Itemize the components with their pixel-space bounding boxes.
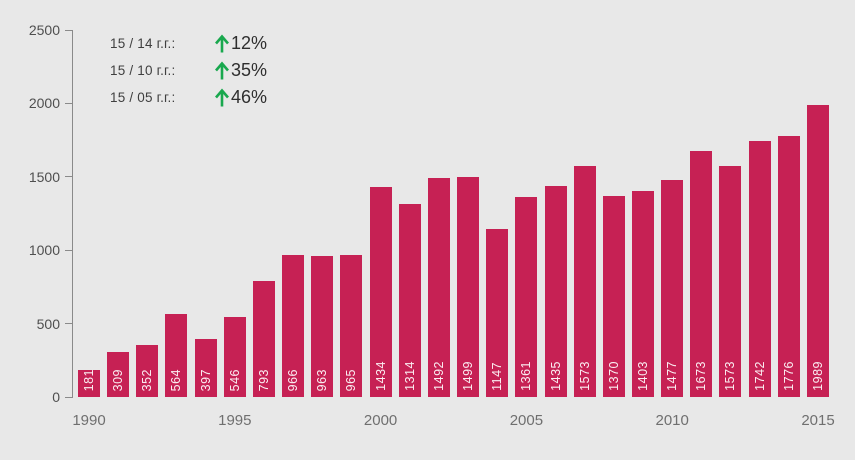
y-tick-label: 1000 [28, 242, 60, 259]
bar-2004: 1147 [486, 228, 509, 397]
y-tick-mark [65, 249, 72, 251]
bar-2007: 1573 [573, 166, 596, 397]
bar-1995: 546 [223, 316, 246, 397]
x-tick-label: 2000 [363, 412, 398, 429]
growth-annotations: 15 / 14 г.г.: 12% 15 / 10 г.г.: 35% 15 /… [110, 30, 267, 111]
bar-value-label: 1477 [665, 361, 680, 391]
bar-2006: 1435 [544, 186, 567, 397]
bar-value-label: 963 [315, 368, 330, 391]
annotation-label: 15 / 10 г.г.: [110, 63, 176, 78]
annotation-label: 15 / 05 г.г.: [110, 90, 176, 105]
y-tick-label: 2000 [28, 95, 60, 112]
y-tick-mark [65, 29, 72, 31]
annotation-row: 15 / 14 г.г.: 12% [110, 30, 267, 57]
annotation-label: 15 / 14 г.г.: [110, 36, 176, 51]
bar-2012: 1573 [719, 166, 742, 397]
bar-1992: 352 [136, 345, 159, 397]
bar-1999: 965 [340, 255, 363, 397]
y-tick-label: 2500 [28, 22, 60, 38]
x-tick-label: 2005 [509, 412, 544, 429]
bar-1993: 564 [165, 314, 188, 397]
bar-1990: 181 [78, 368, 100, 397]
bar-value-label: 793 [256, 368, 271, 391]
bar-value-label: 1492 [431, 361, 446, 391]
annotation-value: 46% [231, 87, 268, 107]
bar-2009: 1403 [631, 191, 654, 397]
bar-2010: 1477 [661, 180, 684, 397]
bar-1997: 966 [282, 255, 305, 397]
bar-value-label: 397 [198, 368, 213, 391]
bar-1996: 793 [252, 280, 275, 397]
y-tick-mark [65, 176, 72, 178]
bar-1998: 963 [311, 255, 334, 397]
bar-value-label: 1403 [635, 361, 650, 391]
bar-value-label: 1673 [694, 361, 709, 391]
bar-value-label: 966 [286, 368, 301, 391]
y-tick-mark [65, 323, 72, 325]
bar-value-label: 309 [111, 368, 126, 391]
up-arrow-icon [214, 34, 230, 54]
bar-value-label: 1361 [519, 361, 534, 391]
annotation-row: 15 / 10 г.г.: 35% [110, 57, 267, 84]
bars-area: 181 309 352 564 397 546 793 966 963 965 1434 1314 14… [78, 30, 829, 397]
y-tick-label: 1500 [28, 168, 60, 185]
bar-value-label: 1776 [781, 361, 796, 391]
bar-2000: 1434 [369, 186, 392, 397]
bar-2015: 1989 [806, 105, 829, 397]
y-tick-mark [65, 396, 72, 398]
bar-value-label: 181 [82, 368, 96, 391]
y-tick-mark [65, 102, 72, 104]
bar-2001: 1314 [398, 204, 421, 397]
up-arrow-icon [214, 88, 230, 108]
annotation-row: 15 / 05 г.г.: 46% [110, 84, 267, 111]
bar-2005: 1361 [515, 197, 538, 397]
bar-value-label: 1147 [490, 362, 505, 391]
x-tick-label: 2010 [655, 412, 689, 429]
bar-2014: 1776 [777, 136, 800, 397]
y-axis-line [72, 30, 73, 398]
bar-value-label: 1370 [606, 361, 621, 391]
y-tick-label: 0 [52, 389, 60, 405]
annotation-value: 35% [231, 60, 268, 80]
bar-value-label: 546 [227, 368, 242, 391]
bar-value-label: 1989 [810, 361, 825, 391]
up-arrow-icon [214, 61, 230, 81]
bar-value-label: 1742 [752, 361, 767, 391]
bar-value-label: 1499 [461, 361, 476, 391]
bar-value-label: 1435 [548, 361, 563, 391]
bar-value-label: 965 [344, 368, 359, 391]
bar-2013: 1742 [748, 141, 771, 397]
bar-1994: 397 [194, 338, 217, 397]
bar-value-label: 564 [169, 368, 184, 391]
bar-2011: 1673 [690, 151, 713, 397]
bar-2008: 1370 [602, 195, 625, 397]
bar-2003: 1499 [457, 176, 480, 397]
y-tick-label: 500 [36, 315, 60, 332]
bar-2002: 1492 [427, 178, 450, 397]
x-tick-label: 2015 [801, 412, 835, 429]
bar-value-label: 1434 [373, 361, 388, 391]
x-tick-label: 1990 [72, 412, 106, 429]
bar-value-label: 1314 [402, 361, 417, 391]
bar-1991: 309 [107, 351, 130, 397]
annotation-value: 12% [231, 33, 268, 53]
bar-value-label: 1573 [723, 361, 738, 391]
bar-value-label: 1573 [577, 361, 592, 391]
bar-value-label: 352 [140, 368, 155, 391]
x-tick-label: 1995 [218, 412, 252, 429]
